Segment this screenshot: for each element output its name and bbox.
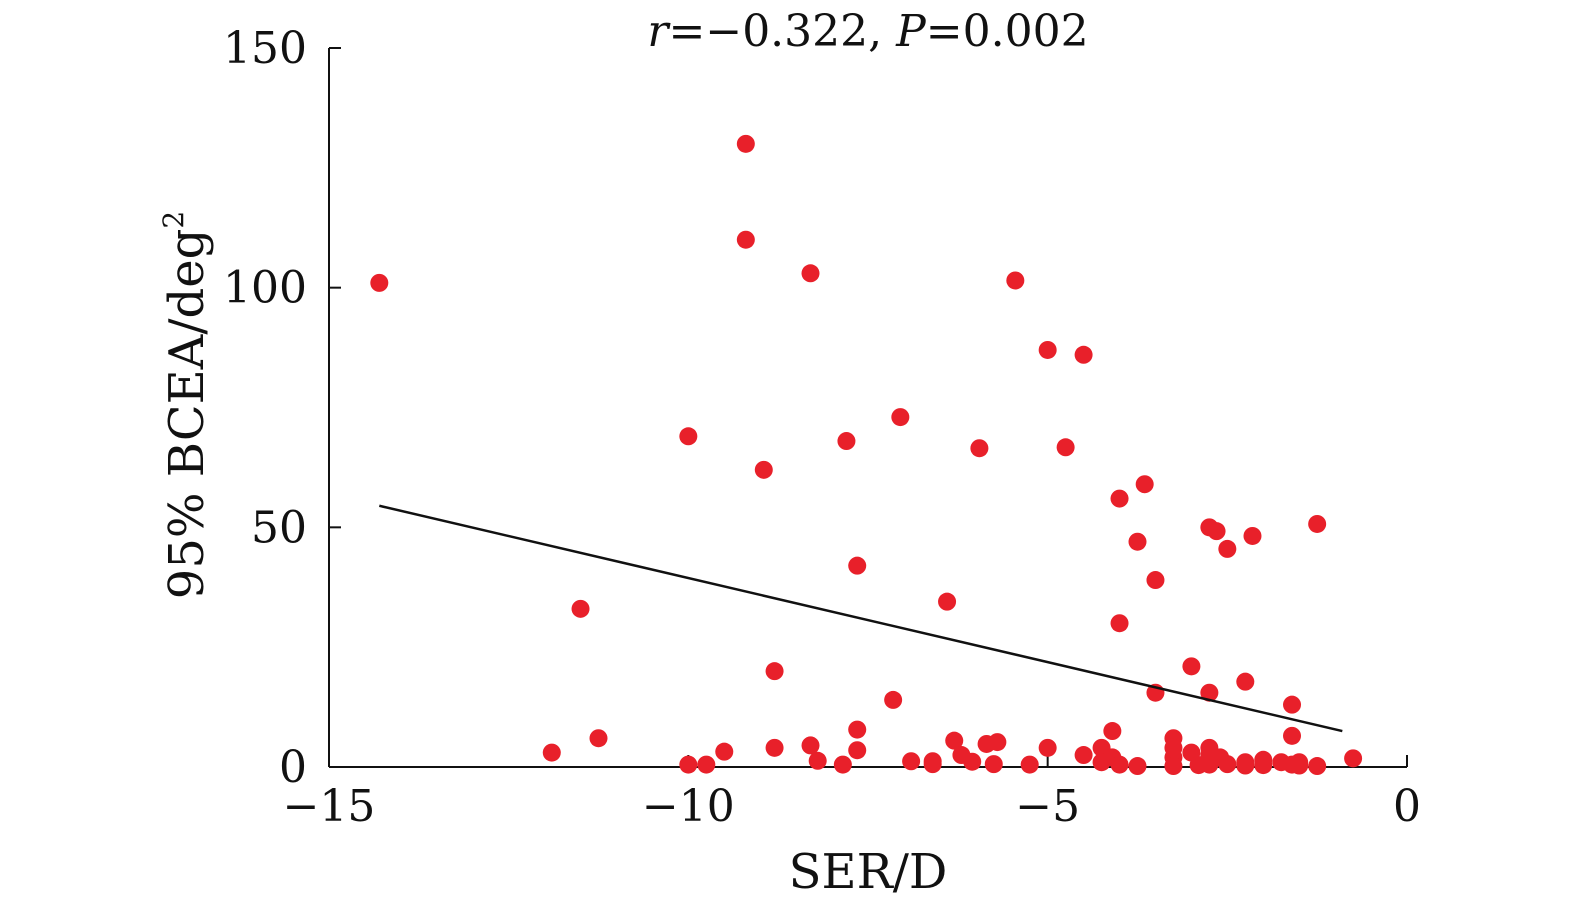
data-point [801, 264, 820, 283]
correlation-annotation: r=−0.322, P=0.002 [647, 6, 1088, 57]
x-axis-ticks: −15 −10 −5 0 [283, 755, 1421, 832]
data-point [679, 755, 698, 774]
data-point [1207, 522, 1226, 541]
data-point [837, 432, 856, 451]
data-point [1308, 514, 1327, 533]
y-tick-label: 100 [223, 263, 307, 314]
data-point [1074, 345, 1093, 364]
data-point [848, 720, 867, 739]
data-point [1164, 757, 1183, 776]
data-point [1128, 757, 1147, 776]
y-axis-title-group: 95% BCEA/deg2 [157, 211, 215, 599]
data-point [801, 736, 820, 755]
data-point [984, 755, 1003, 774]
data-point [1074, 746, 1093, 765]
data-point [1110, 489, 1129, 508]
data-point [1135, 475, 1154, 494]
data-point [848, 741, 867, 760]
data-points [370, 134, 1363, 776]
y-axis-ticks: 0 50 100 150 [223, 23, 341, 793]
data-point [902, 752, 921, 771]
data-point [1243, 526, 1262, 545]
data-point [1218, 539, 1237, 558]
data-point [923, 755, 942, 774]
p-symbol: P [895, 6, 927, 57]
data-point [1283, 726, 1302, 745]
data-point [736, 134, 755, 153]
data-point [1110, 755, 1129, 774]
data-point [1182, 657, 1201, 676]
data-point [1290, 756, 1309, 775]
y-axis-title: 95% BCEA/deg2 [157, 211, 215, 599]
data-point [765, 738, 784, 757]
data-point [848, 556, 867, 575]
data-point [679, 427, 698, 446]
y-tick-label: 50 [251, 502, 307, 553]
data-point [808, 751, 827, 770]
data-point [1038, 340, 1057, 359]
data-point [1283, 695, 1302, 714]
y-tick-label: 150 [223, 23, 307, 74]
data-point [884, 690, 903, 709]
data-point [370, 273, 389, 292]
data-point [1006, 271, 1025, 290]
data-point [1128, 532, 1147, 551]
data-point [891, 408, 910, 427]
data-point [970, 439, 989, 458]
x-axis-title: SER/D [789, 844, 948, 900]
data-point [542, 743, 561, 762]
y-tick-label: 0 [279, 742, 307, 793]
data-point [1308, 757, 1327, 776]
x-tick-label: 0 [1393, 781, 1421, 832]
trendline-group [379, 504, 1343, 733]
data-point [1236, 672, 1255, 691]
data-point [697, 755, 716, 774]
data-point [571, 599, 590, 618]
data-point [1218, 755, 1237, 774]
data-point [1200, 683, 1219, 702]
r-symbol: r [647, 6, 671, 57]
data-point [833, 755, 852, 774]
y-axis-title-main: 95% BCEA/deg [159, 229, 215, 600]
data-point [938, 592, 957, 611]
data-point [1056, 438, 1075, 457]
data-point [1020, 755, 1039, 774]
data-point [765, 662, 784, 681]
data-point [715, 742, 734, 761]
trendline [379, 504, 1343, 733]
data-point [1254, 756, 1273, 775]
data-point [1236, 756, 1255, 775]
x-tick-label: −15 [283, 781, 376, 832]
data-point [1146, 571, 1165, 590]
data-point [589, 729, 608, 748]
x-tick-label: −10 [642, 781, 735, 832]
data-point [736, 230, 755, 249]
data-point [963, 752, 982, 771]
r-value: =−0.322, [668, 6, 896, 57]
data-point [1110, 614, 1129, 633]
data-point [1103, 722, 1122, 741]
data-point [945, 731, 964, 750]
p-value: =0.002 [926, 6, 1089, 57]
data-point [754, 460, 773, 479]
data-point [1344, 749, 1363, 768]
y-axis-title-superscript: 2 [157, 211, 190, 229]
x-tick-label: −5 [1015, 781, 1080, 832]
data-point [988, 733, 1007, 752]
data-point [1038, 738, 1057, 757]
